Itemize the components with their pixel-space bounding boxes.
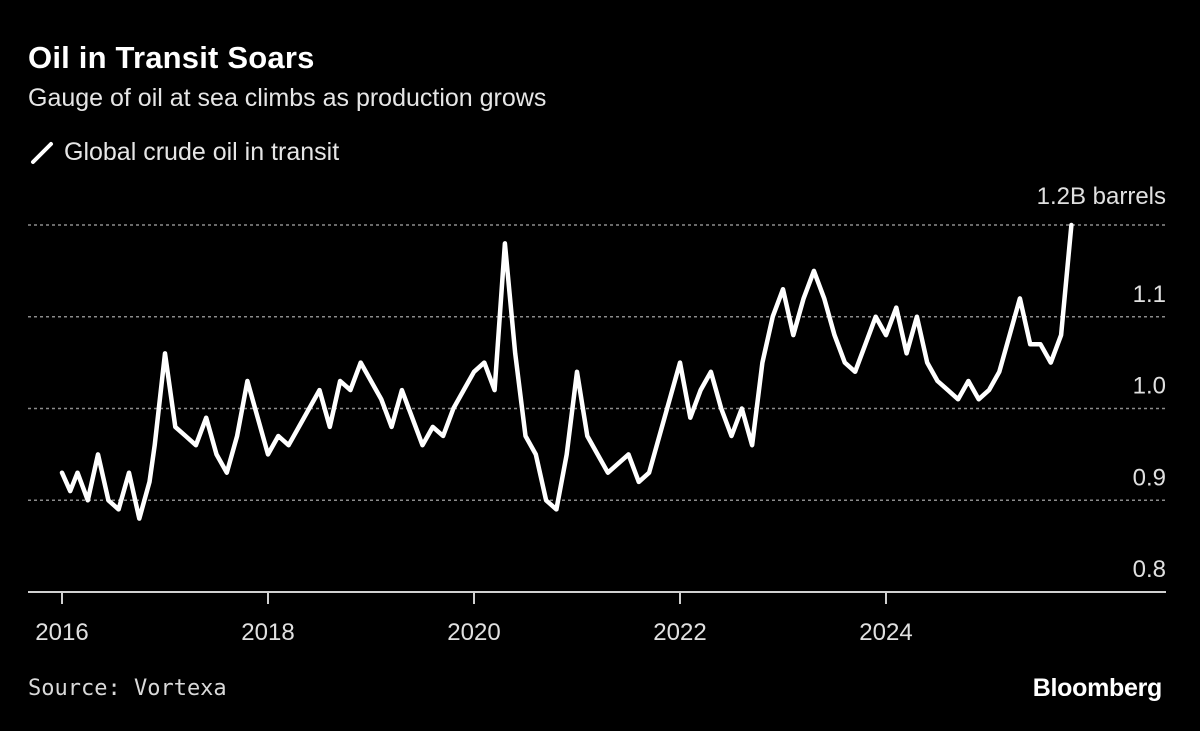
y-unit-label: 1.2B barrels	[1037, 183, 1166, 210]
y-tick-label-0.9: 0.9	[1133, 464, 1166, 491]
y-tick-label-1.1: 1.1	[1133, 281, 1166, 308]
source-note: Source: Vortexa	[28, 676, 227, 701]
chart-title: Oil in Transit Soars	[28, 40, 315, 75]
legend-label: Global crude oil in transit	[64, 138, 340, 166]
y-tick-label-0.8: 0.8	[1133, 556, 1166, 583]
x-tick-label-2022: 2022	[653, 619, 706, 646]
brand-logo: Bloomberg	[1032, 674, 1163, 702]
legend-line-icon	[31, 141, 53, 164]
x-tick-label-2024: 2024	[859, 619, 912, 646]
series-line-0	[59, 222, 1074, 521]
chart-subtitle: Gauge of oil at sea climbs as production…	[28, 84, 547, 112]
y-tick-label-1: 1.0	[1133, 373, 1166, 400]
legend: Global crude oil in transit	[30, 138, 339, 167]
x-tick-label-2016: 2016	[35, 619, 88, 646]
x-tick-label-2020: 2020	[447, 619, 500, 646]
x-tick-label-2018: 2018	[241, 619, 294, 646]
